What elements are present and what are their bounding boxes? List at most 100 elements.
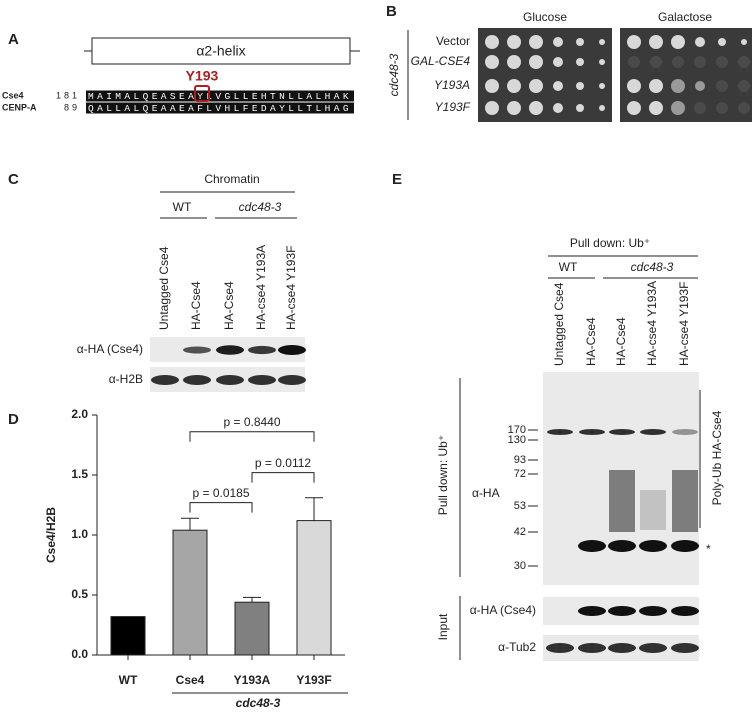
spot (576, 38, 584, 46)
spot (576, 104, 584, 112)
spot (741, 39, 747, 45)
y-tick-label: 2.0 (71, 407, 88, 421)
y-axis-label: Cse4/H2B (44, 507, 58, 563)
lane-label: HA-cse4 Y193F (677, 282, 691, 367)
panel-letter: C (8, 171, 19, 188)
spot (627, 79, 641, 93)
lane-label: Untagged Cse4 (552, 282, 566, 366)
band (183, 346, 211, 354)
lane-label: HA-Cse4 (614, 317, 628, 366)
spot (599, 83, 605, 89)
band (608, 606, 636, 616)
plate (620, 28, 752, 122)
spot (529, 35, 543, 49)
band (640, 429, 666, 435)
spot (628, 56, 640, 68)
seq-name: Cse4 (2, 90, 24, 100)
smear (672, 470, 698, 532)
spot (649, 79, 663, 93)
seq-start: 89 (64, 102, 80, 112)
group-label: cdc48-3 (236, 696, 281, 710)
spot (553, 37, 563, 47)
band (578, 606, 606, 616)
band (608, 643, 636, 653)
spot (507, 35, 521, 49)
x-tick-label: Y193A (234, 673, 271, 687)
p-value: p = 0.0112 (255, 456, 311, 470)
marker-label: 72 (514, 468, 526, 480)
band (547, 429, 573, 435)
lane-label: HA-Cse4 (584, 317, 598, 366)
band (671, 540, 699, 552)
error-bar (305, 497, 323, 521)
bracket-label: Poly-Ub HA-Cse4 (710, 410, 724, 505)
spot (649, 35, 663, 49)
marker-label: 170 (508, 424, 526, 436)
significance-bracket (251, 472, 315, 483)
band (151, 375, 179, 385)
band (278, 345, 306, 355)
band (546, 643, 574, 653)
significance-bracket (189, 431, 315, 442)
y-tick-label: 1.0 (71, 527, 88, 541)
panel-letter: E (392, 171, 402, 188)
spot (695, 37, 705, 47)
spot (716, 56, 728, 68)
band (671, 606, 699, 616)
marker-label: 130 (508, 434, 526, 446)
spot (627, 101, 641, 115)
smear (640, 490, 666, 530)
media-label: Galactose (658, 10, 712, 24)
strain-row: Y193A (434, 78, 470, 92)
spot (553, 57, 563, 67)
group-label: WT (173, 200, 192, 214)
marker-label: 42 (514, 526, 526, 538)
y-tick-label: 0.0 (71, 647, 88, 661)
spot (553, 103, 563, 113)
error-bar (181, 517, 199, 531)
blot-label: α-Tub2 (498, 640, 536, 654)
strain-label: cdc48-3 (387, 53, 401, 96)
bar (110, 616, 146, 656)
bar (296, 520, 332, 656)
spot (627, 35, 641, 49)
spot (485, 35, 499, 49)
spot (671, 35, 685, 49)
seq-bg (86, 90, 354, 102)
sequence: QALLALQEAAEAFLVHLFEDAYLLTLHAG (88, 103, 352, 114)
blot-label: α-HA (Cse4) (77, 342, 143, 356)
lane-label: HA-Cse4 (189, 281, 203, 330)
spot (599, 39, 605, 45)
strain-row: GAL-CSE4 (411, 54, 471, 68)
marker-label: 93 (514, 454, 526, 466)
spot (671, 101, 685, 115)
band (248, 345, 276, 355)
spot (553, 81, 563, 91)
group-label: cdc48-3 (239, 200, 282, 214)
asterisk: * (706, 542, 711, 556)
blot-title: Chromatin (204, 172, 259, 186)
spot (599, 59, 605, 65)
helix-box (91, 37, 351, 65)
lane-label: HA-cse4 Y193A (254, 245, 268, 330)
band (216, 375, 244, 385)
sequence: MAIMALQEASEAYLVGLLEHTNLLALHAK (88, 91, 352, 102)
p-value: p = 0.8440 (223, 415, 280, 429)
lane-label: HA-cse4 Y193F (284, 246, 298, 331)
lane-label: HA-Cse4 (222, 281, 236, 330)
blot-label: α-H2B (109, 372, 143, 386)
x-tick-label: Cse4 (176, 673, 205, 687)
spot (485, 55, 499, 69)
spot (485, 79, 499, 93)
spot (694, 56, 706, 68)
seq-bg (86, 102, 354, 114)
strain-row: Y193F (435, 100, 471, 114)
band (216, 345, 244, 355)
band (578, 540, 606, 552)
band (608, 540, 636, 552)
domain-label: α2-helix (196, 43, 245, 59)
marker-label: 53 (514, 500, 526, 512)
y-tick-label: 0.5 (71, 587, 88, 601)
smear (609, 470, 635, 532)
